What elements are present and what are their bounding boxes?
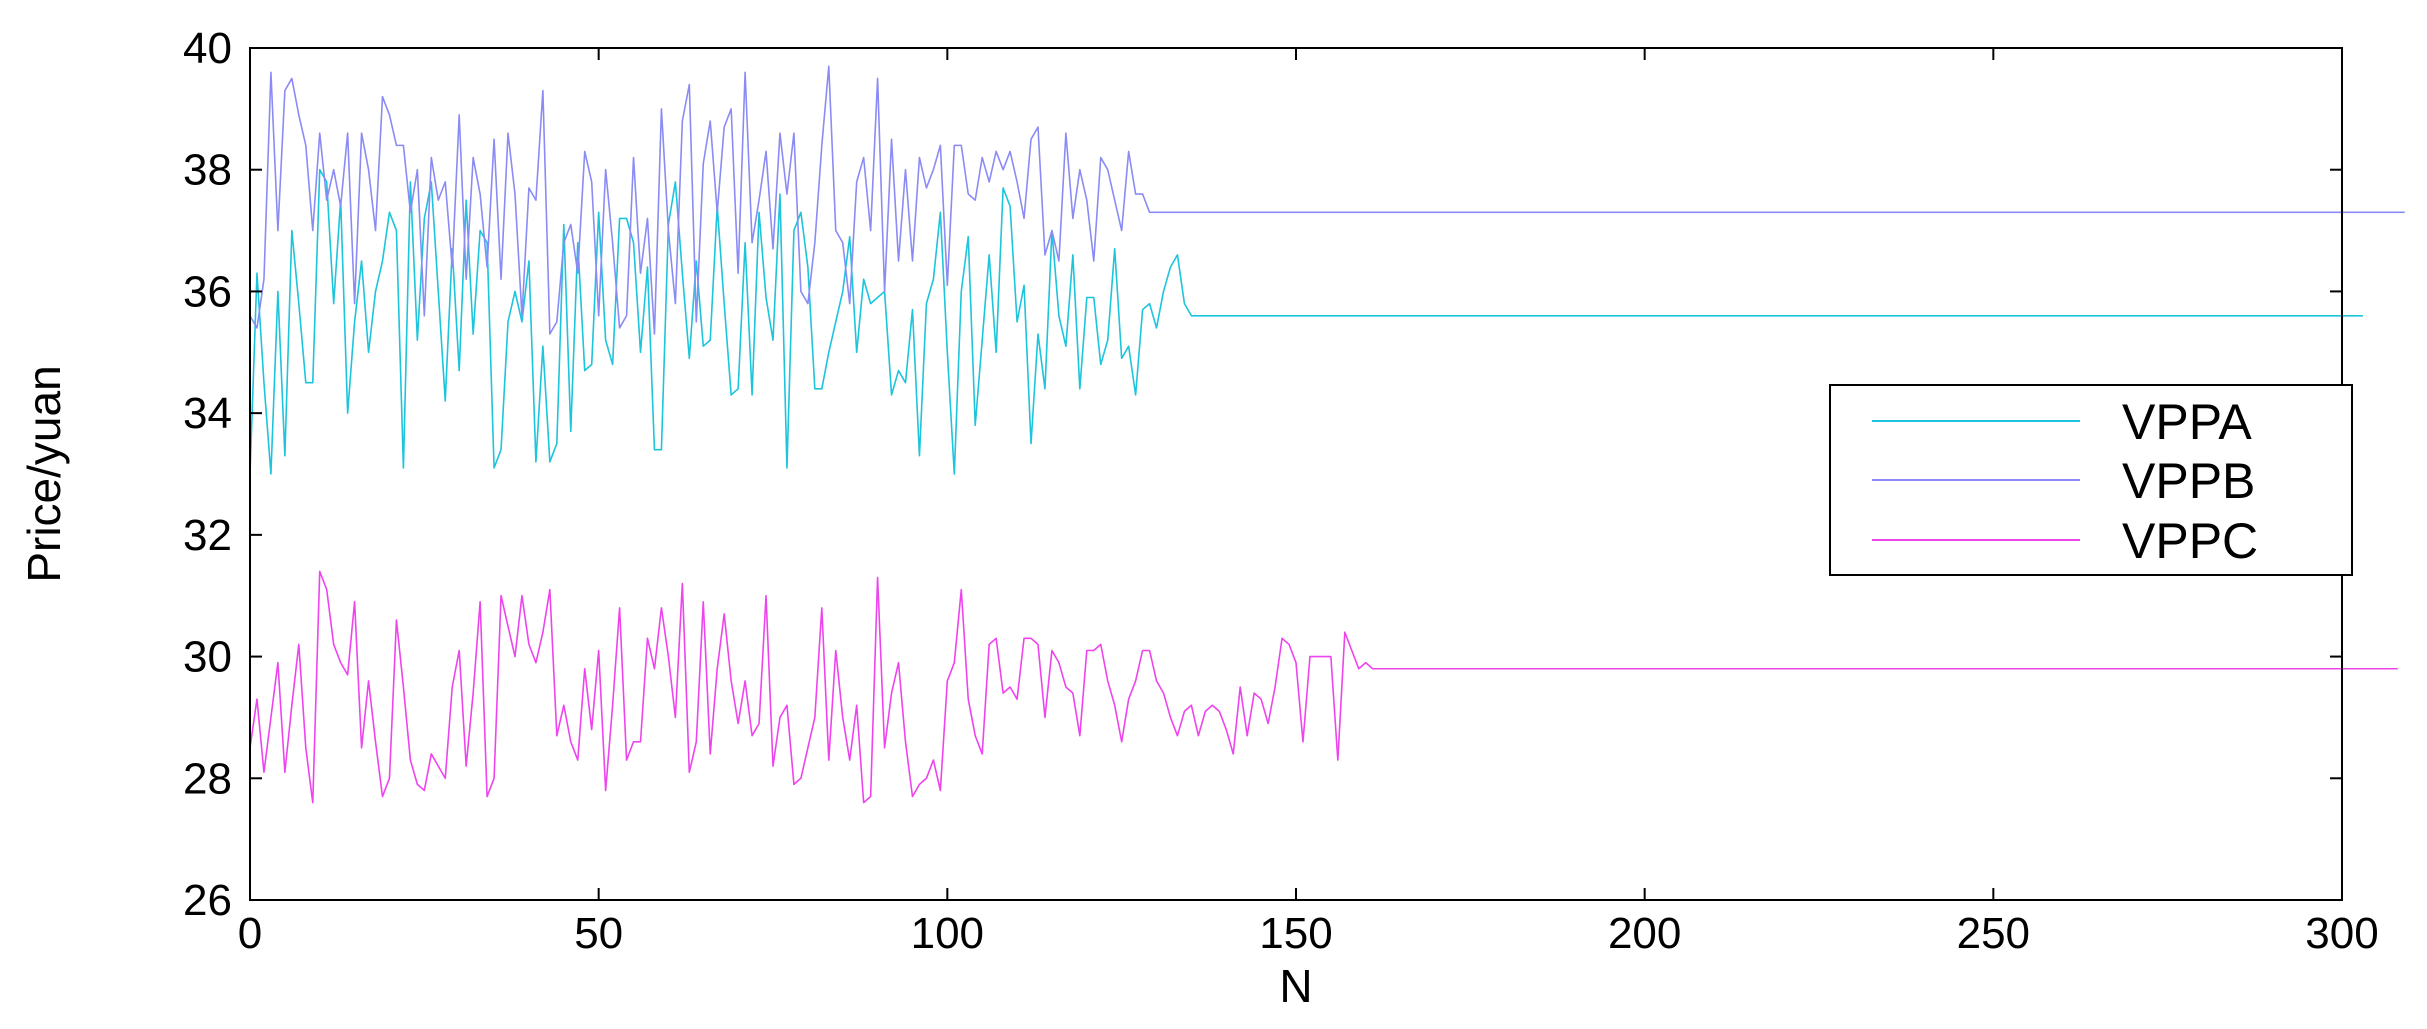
series-line-vppa	[249, 168, 2363, 475]
x-tick-label: 100	[911, 909, 984, 958]
x-tick-label: 200	[1608, 909, 1681, 958]
legend-label-vppb: VPPB	[2122, 453, 2255, 509]
y-tick-label: 36	[183, 267, 232, 316]
y-tick-label: 38	[183, 146, 232, 195]
x-axis: 0 50 100 150 200 250 300	[238, 48, 2379, 958]
x-tick-label: 0	[238, 909, 262, 958]
legend-label-vppa: VPPA	[2122, 394, 2252, 450]
x-tick-label: 150	[1259, 909, 1332, 958]
legend-label-vppc: VPPC	[2122, 513, 2258, 569]
y-axis-label: Price/yuan	[18, 365, 70, 582]
y-tick-label: 28	[183, 754, 232, 803]
series-layer	[249, 65, 2405, 804]
y-axis: 26 28 30 32 34 36 38 40	[183, 24, 2342, 925]
series-line-vppb	[249, 65, 2405, 335]
x-tick-label: 250	[1957, 909, 2030, 958]
y-tick-label: 26	[183, 876, 232, 925]
x-tick-label: 50	[574, 909, 623, 958]
x-axis-label: N	[1279, 960, 1312, 1012]
y-tick-label: 32	[183, 511, 232, 560]
y-tick-label: 34	[183, 389, 232, 438]
y-tick-label: 30	[183, 633, 232, 682]
x-tick-label: 300	[2305, 909, 2378, 958]
y-tick-label: 40	[183, 24, 232, 73]
series-line-vppc	[249, 570, 2398, 804]
